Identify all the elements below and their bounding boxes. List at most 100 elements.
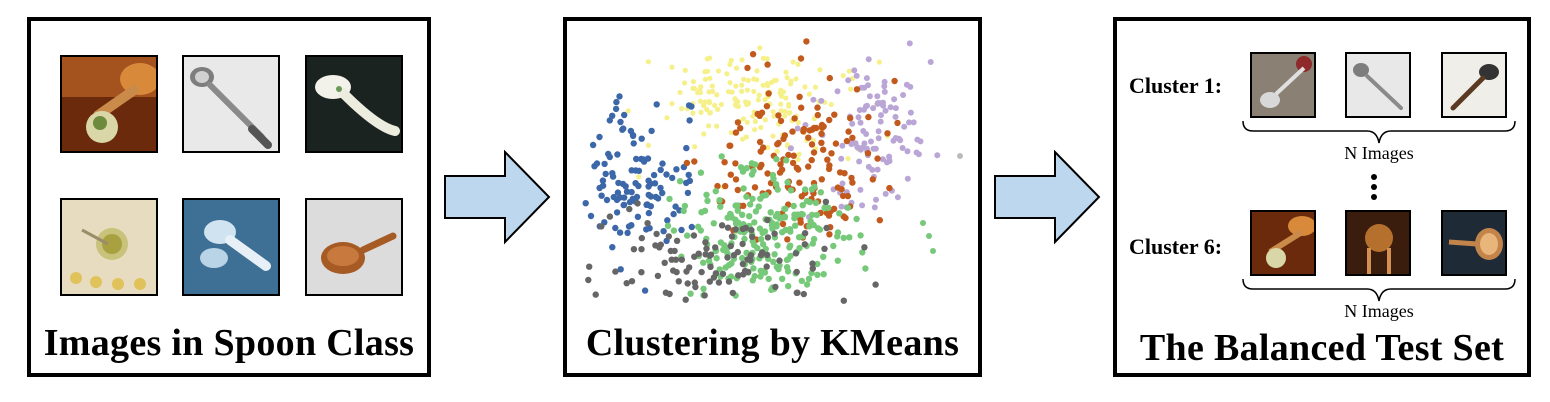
cluster-point — [773, 77, 779, 83]
cluster-point — [712, 244, 719, 251]
cluster-point — [741, 235, 748, 243]
cluster-point — [774, 148, 780, 154]
cluster-point — [788, 78, 794, 84]
cluster-point — [747, 252, 755, 259]
cluster-point — [920, 220, 926, 226]
cluster-point — [605, 150, 612, 158]
cluster-point — [632, 167, 639, 174]
cluster-point — [702, 251, 709, 258]
cluster-point — [715, 68, 722, 74]
cluster-point — [762, 97, 768, 103]
cluster-point — [614, 151, 621, 158]
cluster-point — [785, 151, 792, 159]
cluster-point — [596, 184, 603, 192]
cluster-point — [764, 170, 771, 177]
cluster-point — [777, 161, 784, 168]
cluster-point — [906, 119, 912, 126]
cluster-point — [812, 199, 820, 206]
cluster-point — [764, 80, 770, 87]
cluster-point — [934, 152, 941, 159]
cluster-point — [755, 203, 762, 210]
brace-top — [1242, 120, 1516, 144]
cluster-point — [749, 195, 756, 202]
cluster-point — [664, 115, 670, 121]
cluster-point — [678, 226, 685, 234]
cluster-point — [644, 201, 651, 208]
cluster-point — [733, 65, 740, 71]
cluster-point — [771, 113, 777, 119]
cluster-point — [645, 209, 653, 217]
cluster-point — [727, 171, 734, 178]
cluster-point — [727, 61, 733, 67]
cluster-point — [629, 131, 637, 139]
cluster-point — [840, 73, 846, 79]
cluster-point — [834, 88, 841, 95]
cluster-point — [809, 265, 816, 272]
cluster-point — [834, 233, 841, 240]
cluster-point — [657, 166, 664, 174]
cluster-point — [780, 135, 787, 142]
cluster-point — [650, 171, 658, 179]
cluster-point — [818, 97, 825, 104]
cluster-point — [783, 157, 790, 164]
cluster-point — [677, 89, 683, 96]
cluster-point — [599, 177, 607, 184]
cluster-point — [739, 136, 746, 142]
cluster-point — [907, 109, 914, 116]
cluster-point — [926, 233, 932, 239]
cluster-point — [623, 188, 631, 195]
cluster-point — [910, 119, 917, 126]
cluster-6-label: Cluster 6: — [1129, 234, 1223, 259]
cluster-point — [630, 140, 637, 147]
cluster-point — [778, 166, 786, 173]
cluster-point — [628, 188, 635, 196]
cluster-point — [891, 77, 898, 85]
cluster-point — [652, 242, 659, 249]
cluster-point — [587, 212, 595, 220]
cluster-point — [683, 144, 690, 152]
cluster-point — [848, 86, 854, 92]
cluster-point — [777, 90, 783, 96]
cluster-point — [633, 155, 640, 163]
cluster-point — [903, 81, 910, 88]
cluster-point — [810, 221, 817, 229]
cluster-point — [757, 235, 765, 243]
cluster-point — [739, 57, 745, 63]
cluster-point — [641, 287, 649, 294]
cluster-point — [701, 102, 707, 108]
cluster-point — [819, 124, 826, 131]
cluster-point — [820, 146, 827, 153]
cluster-point — [890, 137, 897, 144]
cluster-point — [957, 153, 963, 159]
cluster-point — [740, 271, 747, 278]
cluster-point — [748, 226, 755, 234]
cluster-point — [892, 105, 899, 112]
cluster-point — [688, 103, 695, 110]
cluster-point — [665, 233, 672, 240]
cluster-point — [614, 189, 622, 196]
cluster-point — [846, 234, 853, 241]
cluster-point — [836, 210, 843, 217]
cluster-point — [752, 118, 758, 125]
cluster-point — [795, 166, 802, 173]
cluster-point — [865, 113, 872, 121]
cluster-point — [843, 137, 851, 145]
cluster-point — [877, 118, 884, 125]
cluster-point — [638, 234, 645, 242]
cluster-point — [735, 103, 741, 110]
cluster-point — [586, 263, 593, 270]
cluster-point — [787, 187, 795, 194]
cluster-point — [734, 248, 741, 256]
cluster-point — [770, 175, 777, 183]
cluster-point — [866, 93, 873, 100]
cluster-point — [856, 158, 863, 165]
cluster-point — [857, 232, 864, 239]
cluster-point — [609, 173, 617, 180]
cluster-point — [692, 144, 698, 150]
cluster-point — [764, 234, 772, 241]
cluster-point — [884, 130, 891, 137]
cluster-point — [802, 84, 808, 90]
cluster-point — [774, 141, 781, 148]
cluster-point — [814, 271, 821, 278]
cluster-point — [646, 225, 653, 232]
